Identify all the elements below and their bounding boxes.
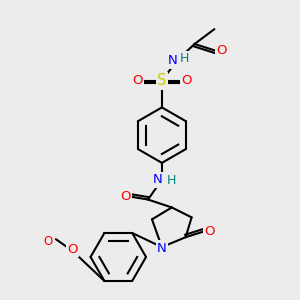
Text: O: O [204,225,215,238]
Text: N: N [153,173,163,186]
Text: O: O [68,243,78,256]
Text: O: O [132,74,142,87]
Text: O: O [182,74,192,87]
Text: O: O [120,190,130,203]
Text: N: N [157,242,167,255]
Text: H: H [180,52,189,65]
Text: S: S [157,73,167,88]
Text: O: O [216,44,226,57]
Text: N: N [168,54,178,67]
Text: O: O [43,235,52,248]
Text: H: H [167,174,176,187]
